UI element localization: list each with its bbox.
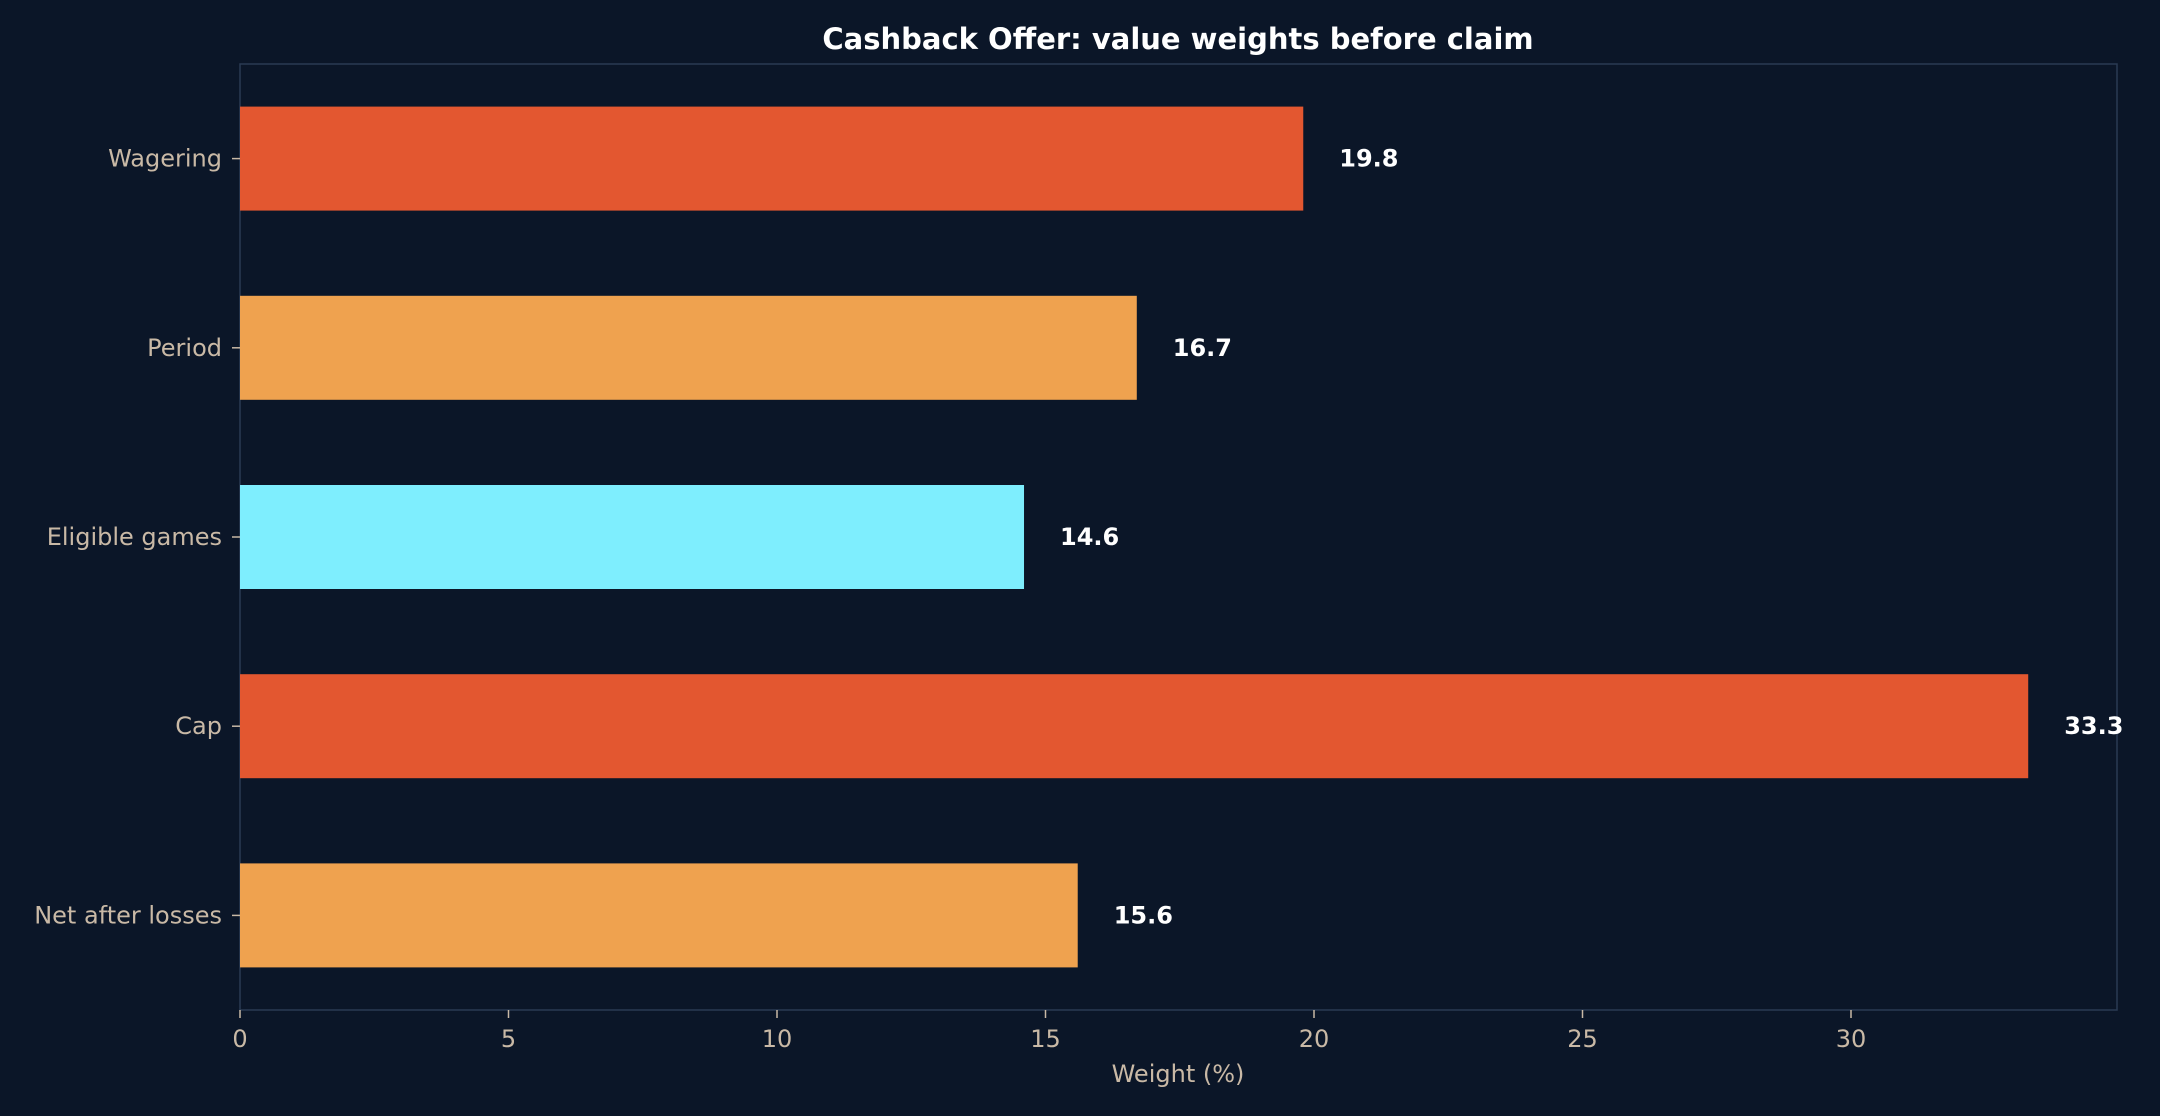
x-tick-label-15: 15 bbox=[1030, 1025, 1061, 1053]
data-label-period: 16.7 bbox=[1173, 334, 1232, 362]
y-tick-label-eligible-games: Eligible games bbox=[47, 523, 222, 551]
x-tick-label-0: 0 bbox=[232, 1025, 247, 1053]
bar-eligible-games bbox=[240, 485, 1025, 589]
y-axis-ticks: Wagering Period Eligible games Cap Net after… bbox=[34, 145, 240, 929]
y-tick-label-wagering: Wagering bbox=[108, 145, 222, 173]
chart-title: Cashback Offer: value weights before cla… bbox=[822, 22, 1533, 56]
data-label-eligible-games: 14.6 bbox=[1060, 523, 1119, 551]
bar-wagering bbox=[240, 106, 1304, 211]
x-tick-label-30: 30 bbox=[1836, 1025, 1867, 1053]
x-tick-label-5: 5 bbox=[501, 1025, 516, 1053]
x-axis-label: Weight (%) bbox=[1112, 1060, 1245, 1088]
y-tick-label-period: Period bbox=[147, 334, 222, 362]
y-tick-label-cap: Cap bbox=[175, 712, 222, 740]
data-label-net-after-losses: 15.6 bbox=[1114, 901, 1173, 929]
x-axis-ticks: 0 5 10 15 20 25 30 bbox=[232, 1010, 1866, 1053]
x-tick-label-25: 25 bbox=[1567, 1025, 1598, 1053]
bar-cap bbox=[240, 674, 2029, 779]
x-tick-label-20: 20 bbox=[1299, 1025, 1330, 1053]
x-tick-label-10: 10 bbox=[762, 1025, 793, 1053]
y-tick-label-net-after-losses: Net after losses bbox=[34, 901, 222, 929]
bar-series: 19.8 16.7 14.6 33.3 15.6 bbox=[240, 106, 2123, 968]
data-label-wagering: 19.8 bbox=[1339, 145, 1398, 173]
bar-net-after-losses bbox=[240, 863, 1078, 968]
bar-period bbox=[240, 295, 1137, 400]
data-label-cap: 33.3 bbox=[2064, 712, 2123, 740]
